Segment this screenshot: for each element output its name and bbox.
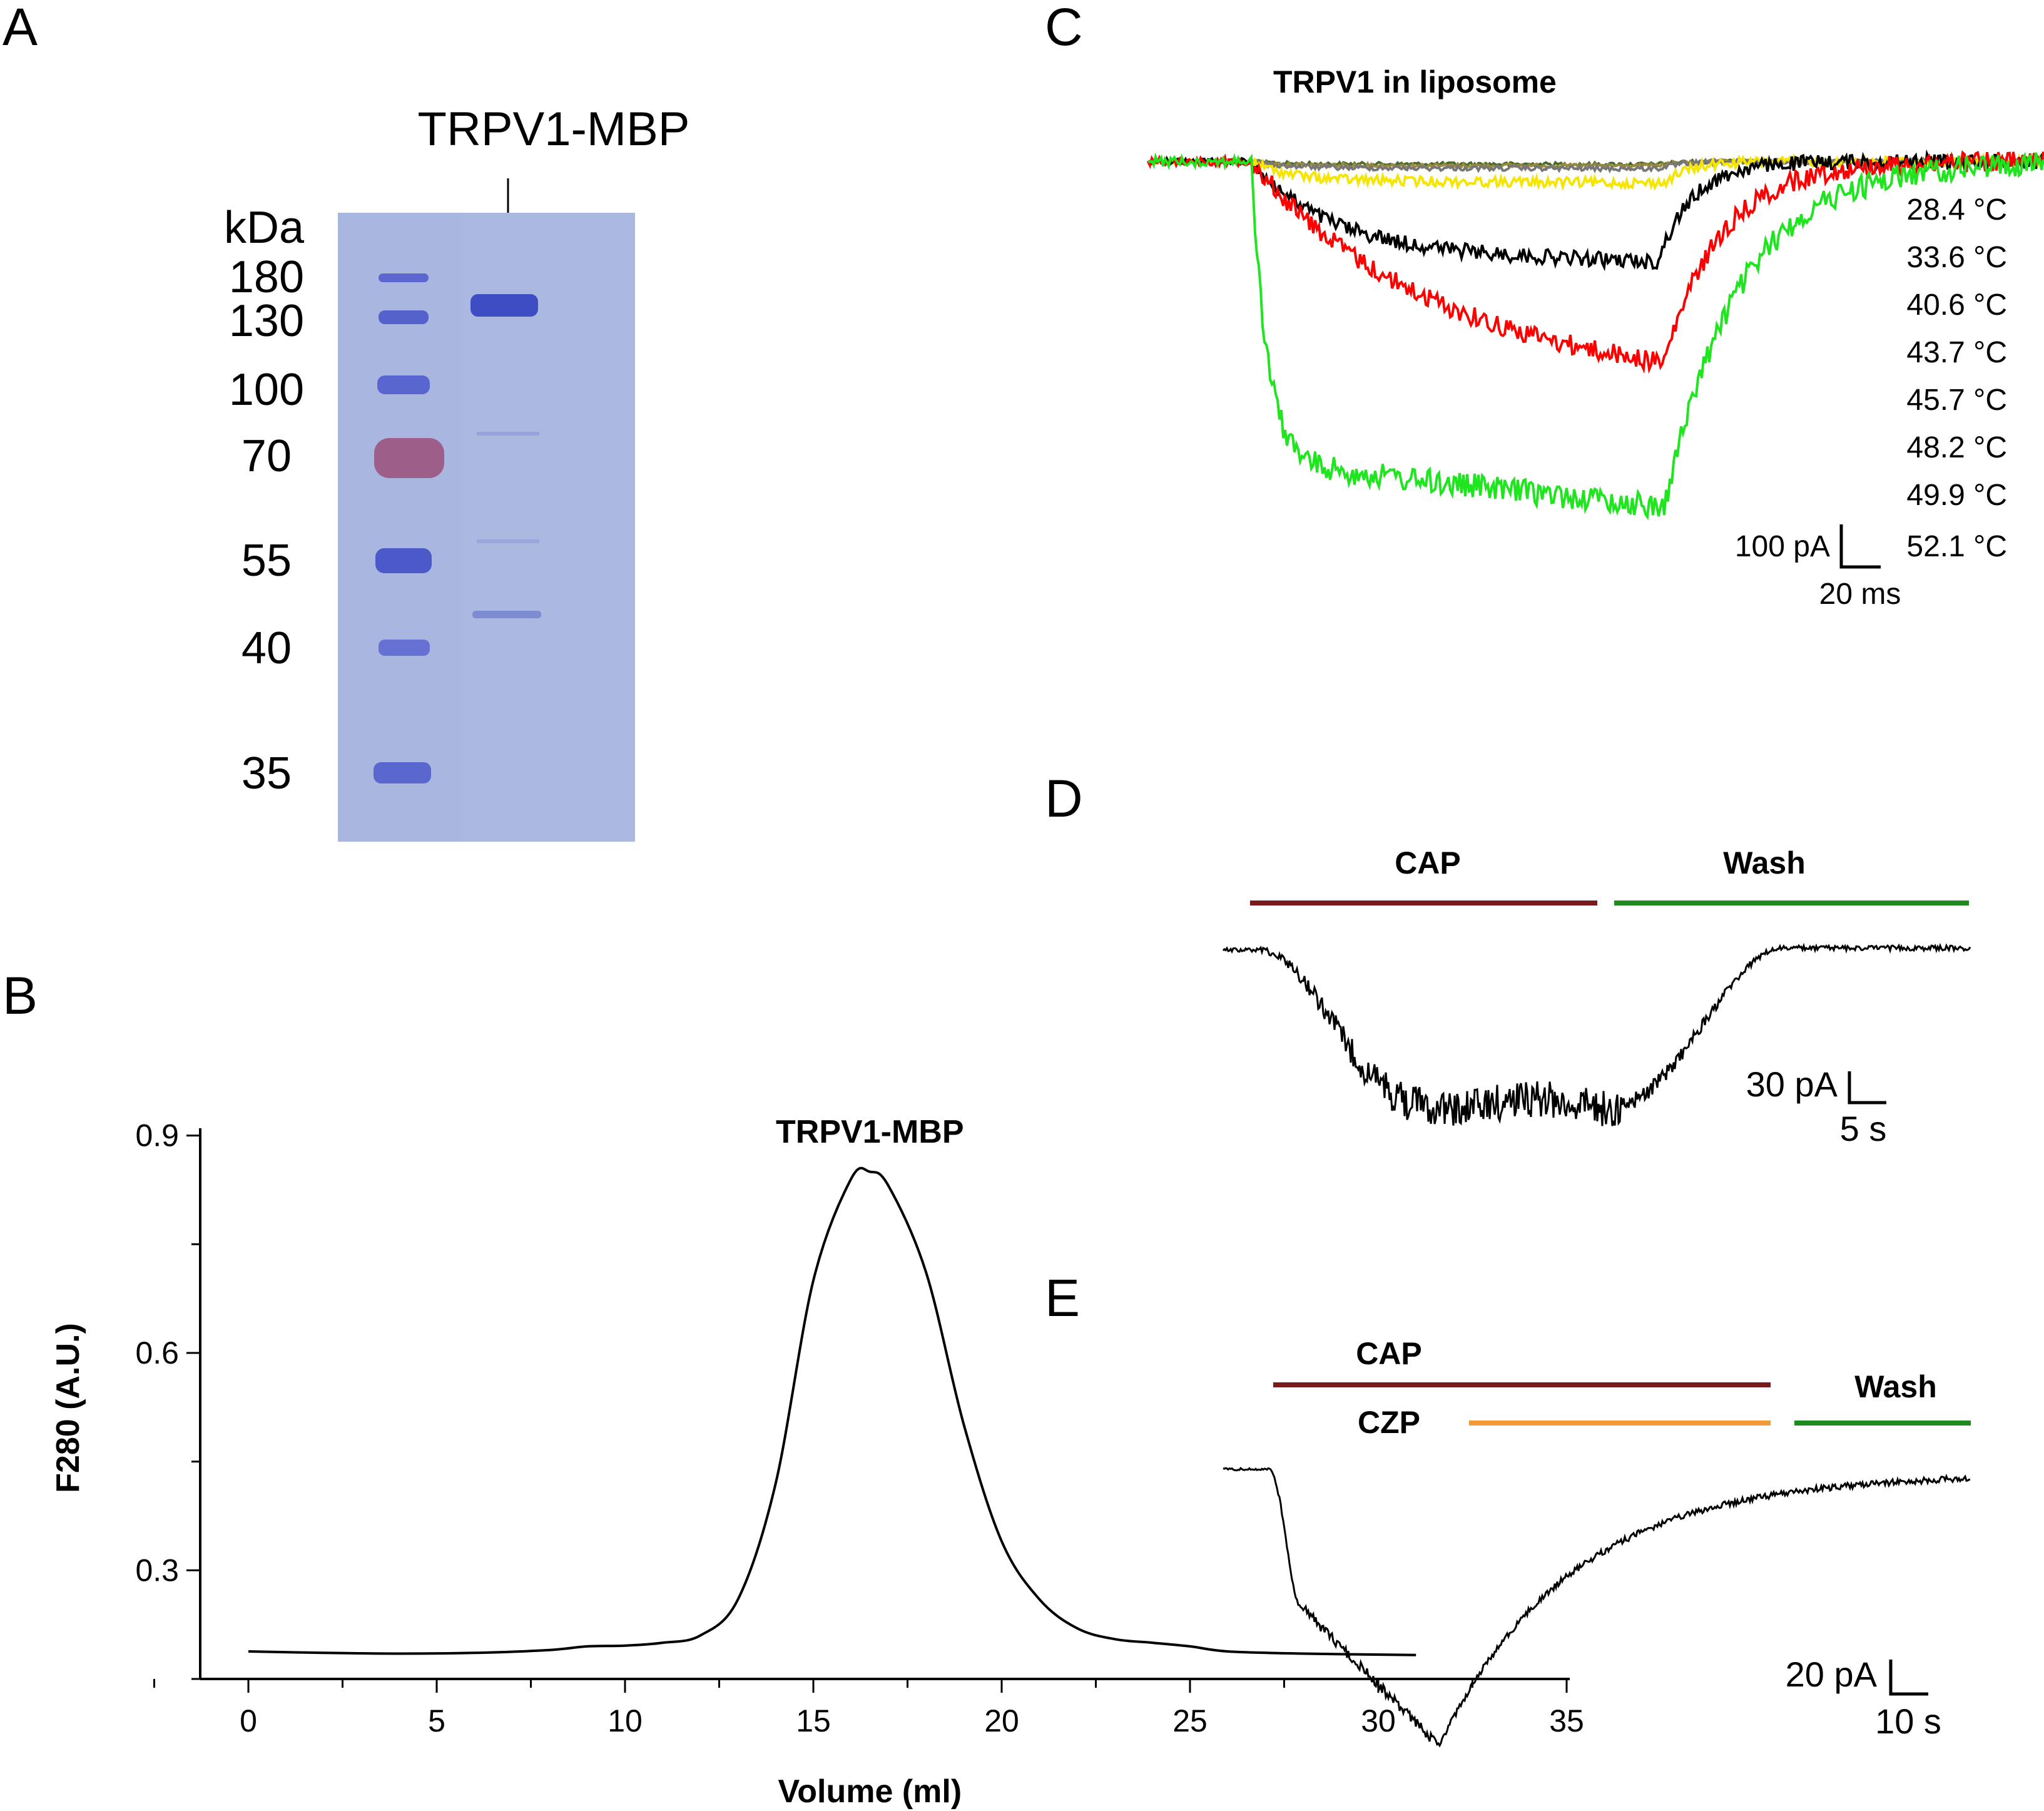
- sample-band-trpv1-mbp: [470, 294, 538, 317]
- b-y-tick-label: 0.6: [135, 1335, 179, 1370]
- b-x-tick-label: 20: [984, 1703, 1019, 1738]
- temp-label-8: 52.1 °C: [1906, 530, 2007, 563]
- marker-label-100: 100: [229, 365, 304, 415]
- ladder-band-40: [379, 640, 430, 656]
- b-x-tick-label: 25: [1172, 1703, 1208, 1738]
- panel-e: E CAP CZP Wash 20 pA 10 s: [1045, 1268, 1971, 1748]
- sample-band-faint-3: [472, 611, 541, 618]
- b-x-tick-label: 30: [1361, 1703, 1396, 1738]
- scale-d-y: 30 pA: [1746, 1064, 1838, 1104]
- panel-e-letter: E: [1045, 1268, 1080, 1327]
- sec-chart: 0 5 10 15 20 25 30 35 0.3 0.6 0.9 Volume (ml) F280 (…: [50, 1114, 1584, 1810]
- d-wash-label: Wash: [1723, 845, 1806, 880]
- d-current-trace: [1222, 942, 1971, 1126]
- ladder-band-55: [375, 548, 432, 573]
- ladder-band-130: [379, 310, 429, 324]
- e-wash-label: Wash: [1854, 1369, 1937, 1404]
- gel-kda-label: kDa: [224, 203, 305, 253]
- b-y-axis-label: F280 (A.U.): [50, 1323, 86, 1493]
- b-x-tick-label: 10: [608, 1703, 643, 1738]
- gel-sample-lane-bg: [463, 213, 635, 842]
- temperature-traces: [1147, 149, 2044, 521]
- ladder-band-70: [374, 438, 444, 478]
- ladder-band-100: [377, 375, 430, 394]
- b-y-tick-label: 0.9: [135, 1118, 179, 1153]
- b-series-line: [248, 1166, 1416, 1656]
- panel-c-letter: C: [1045, 0, 1083, 56]
- temp-label-5: 45.7 °C: [1906, 384, 2007, 417]
- e-czp-label: CZP: [1358, 1405, 1420, 1440]
- panel-b-letter: B: [3, 966, 38, 1025]
- temp-label-1: 28.4 °C: [1906, 193, 2007, 227]
- ladder-band-180: [379, 273, 429, 282]
- d-cap-label: CAP: [1395, 845, 1461, 880]
- b-x-tick-label: 5: [428, 1703, 445, 1738]
- b-y-tick-label: 0.3: [135, 1553, 179, 1588]
- scale-d-x: 5 s: [1840, 1109, 1887, 1148]
- marker-label-35: 35: [242, 748, 292, 798]
- gel-marker-labels: 180 130 100 70 55 40 35: [229, 252, 304, 798]
- scale-c-x: 20 ms: [1819, 578, 1901, 611]
- marker-label-70: 70: [242, 431, 292, 481]
- sample-band-faint-1: [477, 432, 539, 436]
- temp-label-6: 48.2 °C: [1906, 431, 2007, 464]
- sample-band-faint-2: [477, 539, 539, 543]
- scale-e-x: 10 s: [1875, 1701, 1941, 1741]
- temp-label-2: 33.6 °C: [1906, 241, 2007, 274]
- marker-label-40: 40: [242, 623, 292, 673]
- temp-label-4: 43.7 °C: [1906, 336, 2007, 369]
- b-x-tick-label: 15: [796, 1703, 831, 1738]
- b-x-tick-label: 0: [240, 1703, 257, 1738]
- b-x-axis-label: Volume (ml): [778, 1773, 962, 1810]
- scale-bar-d: [1848, 1071, 1886, 1104]
- panel-b: B 0 5 10 15 20 25 30 35 0.3 0.6 0.9 Volume (ml) F280…: [3, 966, 1584, 1810]
- marker-label-130: 130: [229, 296, 304, 346]
- e-cap-label: CAP: [1356, 1336, 1422, 1371]
- e-current-trace: [1223, 1466, 1971, 1748]
- temperature-trace: [1147, 151, 2044, 521]
- scale-e-y: 20 pA: [1786, 1655, 1878, 1694]
- temp-label-3: 40.6 °C: [1906, 288, 2007, 322]
- temp-label-7: 49.9 °C: [1906, 479, 2007, 512]
- gel-protein-label: TRPV1-MBP: [418, 103, 690, 156]
- panel-d-letter: D: [1045, 769, 1083, 828]
- scale-c-y: 100 pA: [1735, 530, 1830, 563]
- panel-a: A TRPV1-MBP kDa 180 130 100 70 55 40 35: [3, 0, 689, 842]
- temperature-trace: [1147, 150, 2044, 374]
- temperature-legend: 28.4 °C 33.6 °C 40.6 °C 43.7 °C 45.7 °C …: [1906, 193, 2007, 563]
- panel-a-letter: A: [3, 0, 38, 56]
- b-chart-title: TRPV1-MBP: [776, 1114, 964, 1150]
- panel-c-title: TRPV1 in liposome: [1273, 64, 1557, 99]
- scale-bar-c: [1839, 524, 1881, 569]
- b-x-tick-label: 35: [1549, 1703, 1584, 1738]
- marker-label-180: 180: [229, 252, 304, 302]
- ladder-band-35: [374, 762, 431, 783]
- scale-bar-e: [1889, 1660, 1928, 1696]
- panel-d: D CAP Wash 30 pA 5 s: [1045, 769, 1971, 1148]
- marker-label-55: 55: [242, 536, 292, 586]
- panel-c: C TRPV1 in liposome 28.4 °C 33.6 °C 40.6…: [1045, 0, 2044, 611]
